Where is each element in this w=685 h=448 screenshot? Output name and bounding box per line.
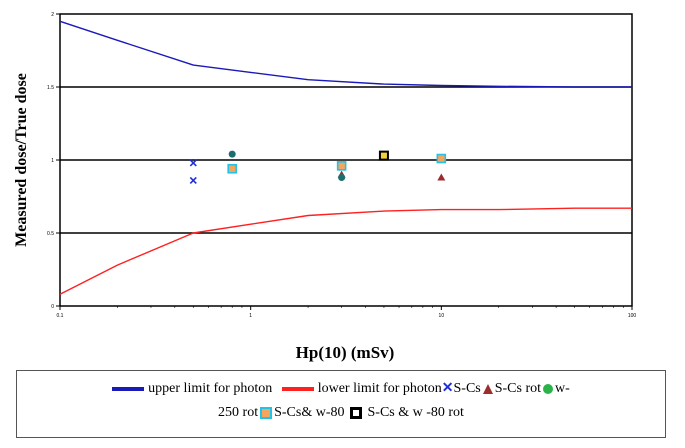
legend-label-upper: upper limit for photon <box>148 381 273 397</box>
legend-label-lower: lower limit for photon <box>317 381 442 397</box>
legend-circle-icon <box>543 384 554 394</box>
legend-swatch-upper <box>112 387 145 391</box>
legend-triangle-icon <box>482 384 493 394</box>
chart-plot: 0 0.5 1 1.5 2 0.1 1 10 100 <box>47 12 636 319</box>
y-tick-label: 1.5 <box>47 85 54 91</box>
data-point-s-cs-w-80 <box>436 153 447 164</box>
series-lines <box>59 20 632 295</box>
axis-ticks: 0 0.5 1 1.5 2 0.1 1 10 100 <box>47 12 636 319</box>
data-point-s-cs <box>189 176 197 185</box>
y-axis-label-container: Measured dose/True dose <box>2 0 42 320</box>
x-tick-label: 0.1 <box>57 313 64 319</box>
legend-item-upper: upper limit for photon <box>112 381 272 396</box>
data-point-w-250-rot <box>338 174 346 182</box>
y-tick-label: 0.5 <box>47 231 54 237</box>
x-axis-label: Hp(10) (mSv) <box>295 343 395 362</box>
legend-label-scsrot: S-Cs rot <box>494 381 542 397</box>
data-point-s-cs-w-80 <box>227 163 237 174</box>
legend-item-lower: lower limit for photon <box>276 381 442 396</box>
data-point-s-cs-rot <box>437 173 446 181</box>
legend-label-scs: S-Cs <box>453 381 481 397</box>
y-tick-label: 1 <box>51 158 54 164</box>
data-point-s-cs-w-80-rot <box>378 150 389 161</box>
x-tick-label: 1 <box>249 313 252 319</box>
data-point-s-cs <box>189 159 197 167</box>
y-axis-label: Measured dose/True dose <box>13 73 30 247</box>
x-tick-label: 10 <box>439 313 445 319</box>
y-tick-label: 2 <box>51 12 54 18</box>
series-line-lower-limit-for-photon <box>59 207 632 295</box>
legend-label-w250a: w- <box>555 381 570 397</box>
legend-label-w250b: 250 rot <box>218 405 259 421</box>
grid-lines <box>60 86 632 234</box>
series-markers <box>189 150 447 185</box>
legend: upper limit for photon lower limit for p… <box>16 370 666 438</box>
x-tick-label: 100 <box>628 313 637 319</box>
legend-square-cyan-icon <box>260 407 273 419</box>
legend-swatch-lower <box>281 387 314 391</box>
legend-label-scsw80rot: S-Cs & w -80 rot <box>364 405 464 421</box>
marker-stroke <box>189 176 197 185</box>
data-point-w-250-rot <box>228 150 236 158</box>
series-line-upper-limit-for-photon <box>59 20 632 88</box>
marker-stroke <box>189 159 197 167</box>
legend-label-scsw80: S-Cs& w-80 <box>274 405 348 421</box>
legend-cross-icon: ✕ <box>441 381 454 396</box>
legend-square-black-icon <box>350 407 362 419</box>
data-point-s-cs-w-80 <box>336 161 347 171</box>
y-tick-label: 0 <box>51 304 54 310</box>
